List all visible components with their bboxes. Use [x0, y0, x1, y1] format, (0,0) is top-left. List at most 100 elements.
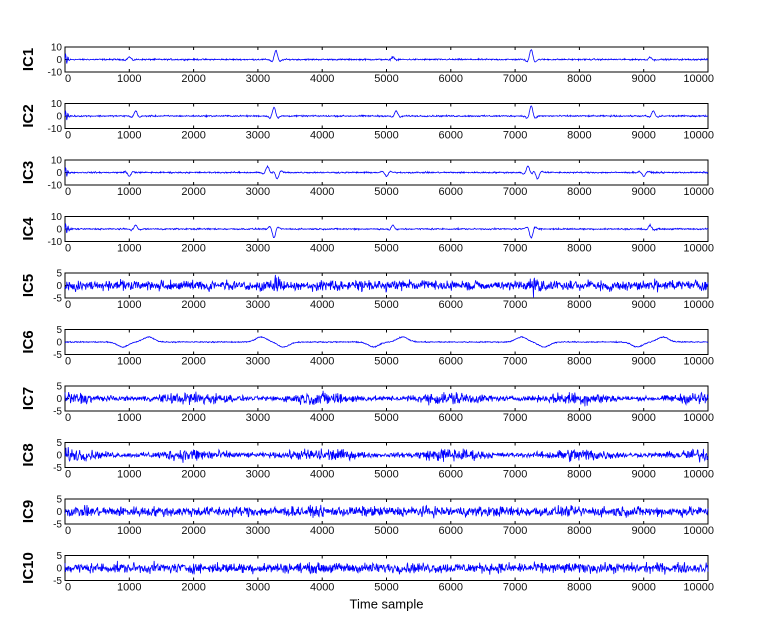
x-tick-label: 5000	[374, 469, 398, 481]
y-tick-label: -5	[53, 520, 62, 531]
x-tick-label: 6000	[439, 73, 463, 85]
x-tick-label: 6000	[439, 299, 463, 311]
x-axis-label: Time sample	[350, 597, 424, 612]
y-tick-label: 5	[56, 438, 62, 449]
x-tick-label: 1000	[117, 582, 141, 594]
y-tick-label: 0	[56, 564, 62, 575]
x-tick-label: 1000	[117, 186, 141, 198]
x-tick-label: 8000	[567, 130, 591, 142]
x-tick-label: 8000	[567, 412, 591, 424]
x-tick-label: 5000	[374, 525, 398, 537]
x-tick-label: 4000	[310, 582, 334, 594]
y-tick-label: -5	[53, 350, 62, 361]
x-tick-label: 5000	[374, 299, 398, 311]
x-tick-label: 2000	[181, 469, 205, 481]
x-tick-label: 0	[65, 299, 71, 311]
y-tick-label: 10	[51, 43, 63, 54]
signal-line-ic3	[64, 164, 708, 180]
x-tick-label: 4000	[310, 356, 334, 368]
x-tick-label: 2000	[181, 356, 205, 368]
x-tick-label: 9000	[631, 469, 655, 481]
y-tick-label: 5	[56, 382, 62, 393]
x-tick-label: 2000	[181, 243, 205, 255]
x-tick-label: 8000	[567, 525, 591, 537]
x-tick-label: 7000	[503, 412, 527, 424]
x-tick-label: 2000	[181, 73, 205, 85]
x-tick-label: 0	[65, 582, 71, 594]
y-tick-label: 5	[56, 325, 62, 336]
x-tick-label: 3000	[246, 582, 270, 594]
x-tick-label: 0	[65, 469, 71, 481]
x-tick-label: 9000	[631, 356, 655, 368]
x-tick-label: 2000	[181, 186, 205, 198]
x-tick-label: 6000	[439, 412, 463, 424]
x-tick-label: 5000	[374, 243, 398, 255]
y-tick-label: -5	[53, 407, 62, 418]
x-tick-label: 9000	[631, 582, 655, 594]
x-tick-label: 9000	[631, 243, 655, 255]
x-tick-label: 8000	[567, 73, 591, 85]
y-tick-label: 5	[56, 495, 62, 506]
x-tick-label: 10000	[683, 469, 714, 481]
x-tick-label: 2000	[181, 582, 205, 594]
x-tick-label: 6000	[439, 130, 463, 142]
x-tick-label: 1000	[117, 130, 141, 142]
x-tick-label: 0	[65, 130, 71, 142]
y-tick-label: 5	[56, 551, 62, 562]
x-tick-label: 7000	[503, 299, 527, 311]
x-tick-label: 10000	[683, 412, 714, 424]
y-axis-label-8: IC8	[20, 443, 37, 466]
y-tick-label: -5	[53, 463, 62, 474]
y-axis-label-3: IC3	[20, 161, 37, 184]
signal-line-ic10	[64, 560, 709, 575]
y-axis-label-7: IC7	[20, 387, 37, 410]
x-tick-label: 10000	[683, 130, 714, 142]
y-tick-label: -5	[53, 294, 62, 305]
y-tick-label: 0	[56, 55, 62, 66]
y-tick-label: 5	[56, 269, 62, 280]
signal-line-ic2	[64, 105, 709, 121]
x-tick-label: 4000	[310, 130, 334, 142]
x-tick-label: 7000	[503, 73, 527, 85]
y-tick-label: 0	[56, 112, 62, 123]
x-tick-label: 0	[65, 243, 71, 255]
x-tick-label: 6000	[439, 525, 463, 537]
y-tick-label: 0	[56, 168, 62, 179]
signal-line-ic5	[64, 274, 709, 298]
x-tick-label: 0	[65, 73, 71, 85]
x-tick-label: 0	[65, 412, 71, 424]
x-tick-label: 2000	[181, 130, 205, 142]
y-tick-label: -10	[48, 237, 63, 248]
y-axis-label-5: IC5	[20, 274, 37, 297]
x-tick-label: 5000	[374, 130, 398, 142]
x-tick-label: 8000	[567, 243, 591, 255]
x-tick-label: 7000	[503, 356, 527, 368]
x-tick-label: 2000	[181, 525, 205, 537]
x-tick-label: 8000	[567, 582, 591, 594]
y-tick-label: 0	[56, 507, 62, 518]
x-tick-label: 5000	[374, 356, 398, 368]
y-tick-label: 10	[51, 212, 63, 223]
x-tick-label: 0	[65, 356, 71, 368]
x-tick-label: 3000	[246, 525, 270, 537]
x-tick-label: 9000	[631, 299, 655, 311]
x-tick-label: 1000	[117, 243, 141, 255]
x-tick-label: 3000	[246, 469, 270, 481]
y-tick-label: 0	[56, 451, 62, 462]
x-tick-label: 10000	[683, 525, 714, 537]
x-tick-label: 10000	[683, 243, 714, 255]
x-tick-label: 4000	[310, 469, 334, 481]
x-tick-label: 4000	[310, 186, 334, 198]
x-tick-label: 8000	[567, 469, 591, 481]
x-tick-label: 1000	[117, 469, 141, 481]
x-tick-label: 10000	[683, 73, 714, 85]
x-tick-label: 3000	[246, 73, 270, 85]
y-tick-label: -10	[48, 68, 63, 79]
y-tick-label: 0	[56, 281, 62, 292]
x-tick-label: 6000	[439, 469, 463, 481]
x-tick-label: 7000	[503, 130, 527, 142]
x-tick-label: 8000	[567, 356, 591, 368]
x-tick-label: 9000	[631, 186, 655, 198]
x-tick-label: 7000	[503, 243, 527, 255]
x-tick-label: 4000	[310, 299, 334, 311]
